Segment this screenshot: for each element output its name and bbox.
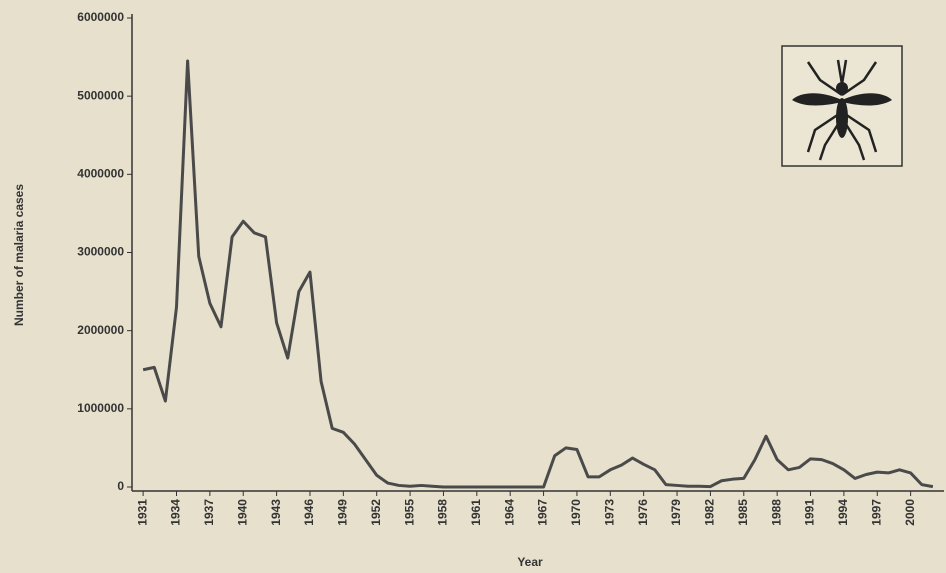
x-tick-label: 1976 [636, 499, 650, 526]
x-tick-label: 1961 [469, 499, 483, 526]
y-tick-label: 6000000 [77, 10, 124, 24]
x-tick-label: 1994 [836, 499, 850, 526]
mosquito-icon [782, 46, 902, 166]
x-tick-label: 1949 [336, 499, 350, 526]
x-tick-label: 1964 [502, 499, 516, 526]
x-tick-label: 1991 [803, 499, 817, 526]
x-tick-label: 1952 [369, 499, 383, 526]
x-tick-label: 1979 [669, 499, 683, 526]
x-tick-label: 1988 [769, 499, 783, 526]
x-tick-label: 1958 [436, 499, 450, 526]
x-tick-label: 1982 [703, 499, 717, 526]
chart: Number of malaria cases Year 0 1000000 200… [0, 0, 946, 573]
x-tick-label: 1943 [269, 499, 283, 526]
x-tick-label: 1946 [302, 499, 316, 526]
x-tick-label: 1973 [602, 499, 616, 526]
x-tick-label: 1940 [235, 499, 249, 526]
x-tick-label: 1934 [169, 499, 183, 526]
x-tick-label: 1970 [569, 499, 583, 526]
y-tick-label: 0 [117, 479, 124, 493]
y-tick-label: 5000000 [77, 88, 124, 102]
y-tick-label: 2000000 [77, 323, 124, 337]
y-axis-label: Number of malaria cases [12, 184, 26, 326]
x-tick-label: 1997 [869, 499, 883, 526]
x-tick-label: 1967 [536, 499, 550, 526]
y-tick-label: 4000000 [77, 167, 124, 181]
y-tick-label: 1000000 [77, 401, 124, 415]
x-axis-label: Year [517, 555, 543, 569]
x-tick-label: 2000 [903, 499, 917, 526]
x-tick-label: 1931 [135, 499, 149, 526]
x-tick-label: 1937 [202, 499, 216, 526]
x-tick-label: 1985 [736, 499, 750, 526]
x-tick-label: 1955 [402, 499, 416, 526]
y-tick-label: 3000000 [77, 245, 124, 259]
